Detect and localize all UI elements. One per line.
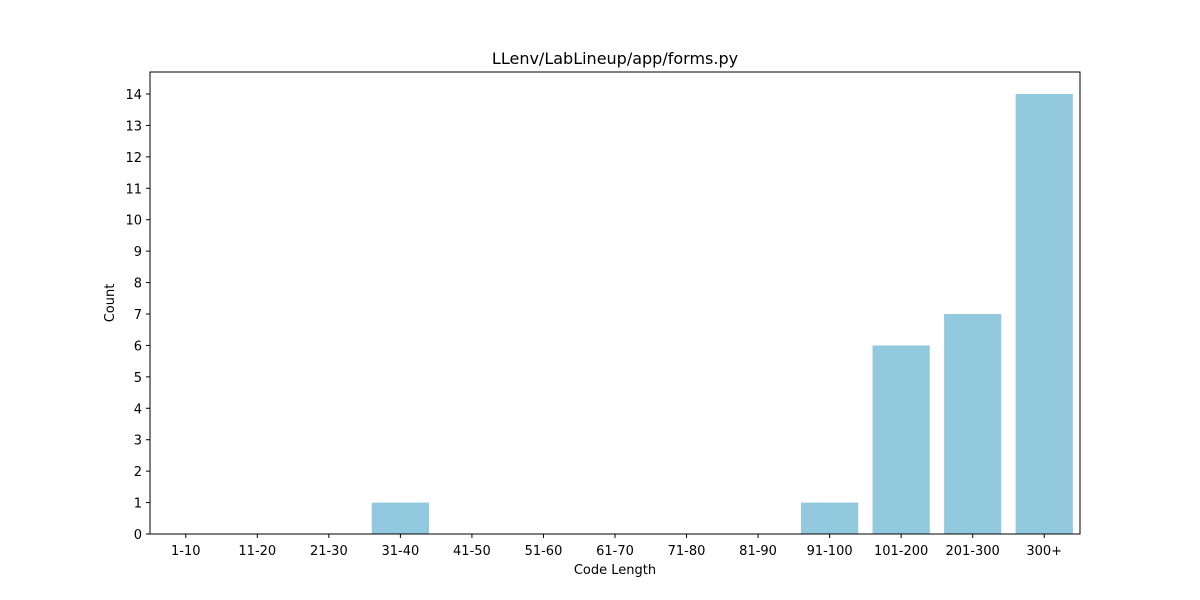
x-tick-label: 201-300 bbox=[946, 544, 1000, 559]
x-tick-label: 1-10 bbox=[171, 544, 201, 559]
bar-101-200 bbox=[872, 345, 930, 534]
x-axis-label: Code Length bbox=[574, 563, 656, 578]
y-tick-label: 9 bbox=[134, 245, 142, 260]
y-tick-label: 3 bbox=[134, 434, 142, 449]
x-tick-label: 101-200 bbox=[874, 544, 928, 559]
y-tick-label: 0 bbox=[134, 528, 142, 543]
plot-frame bbox=[149, 71, 1081, 535]
y-tick-label: 10 bbox=[125, 214, 142, 229]
x-tick-label: 41-50 bbox=[453, 544, 491, 559]
x-tick-label: 91-100 bbox=[807, 544, 853, 559]
x-tick-label: 300+ bbox=[1026, 544, 1062, 559]
bar-91-100 bbox=[801, 502, 859, 534]
bar-201-300 bbox=[944, 314, 1002, 534]
chart-title: LLenv/LabLineup/app/forms.py bbox=[492, 49, 738, 68]
x-axis: 1-10 11-20 21-30 31-40 41-50 51-60 61-70 71-80 8… bbox=[171, 534, 1062, 559]
x-tick-label: 81-90 bbox=[739, 544, 777, 559]
y-tick-label: 7 bbox=[134, 308, 142, 323]
x-tick-label: 31-40 bbox=[381, 544, 419, 559]
x-tick-label: 51-60 bbox=[525, 544, 563, 559]
y-tick-label: 11 bbox=[125, 182, 142, 197]
y-tick-label: 12 bbox=[125, 151, 142, 166]
x-tick-label: 61-70 bbox=[596, 544, 634, 559]
y-tick-label: 5 bbox=[134, 371, 142, 386]
y-tick-label: 14 bbox=[125, 88, 142, 103]
y-axis-label: Count bbox=[103, 284, 118, 323]
y-tick-label: 4 bbox=[134, 402, 142, 417]
bar-31-40 bbox=[371, 502, 429, 534]
y-tick-label: 1 bbox=[134, 497, 142, 512]
x-tick-label: 21-30 bbox=[310, 544, 348, 559]
x-tick-label: 11-20 bbox=[238, 544, 276, 559]
y-tick-label: 13 bbox=[125, 119, 142, 134]
bars-layer bbox=[371, 94, 1073, 534]
y-tick-label: 2 bbox=[134, 465, 142, 480]
bar-300+ bbox=[1015, 94, 1073, 534]
y-tick-label: 6 bbox=[134, 339, 142, 354]
x-tick-label: 71-80 bbox=[668, 544, 706, 559]
y-tick-label: 8 bbox=[134, 277, 142, 292]
